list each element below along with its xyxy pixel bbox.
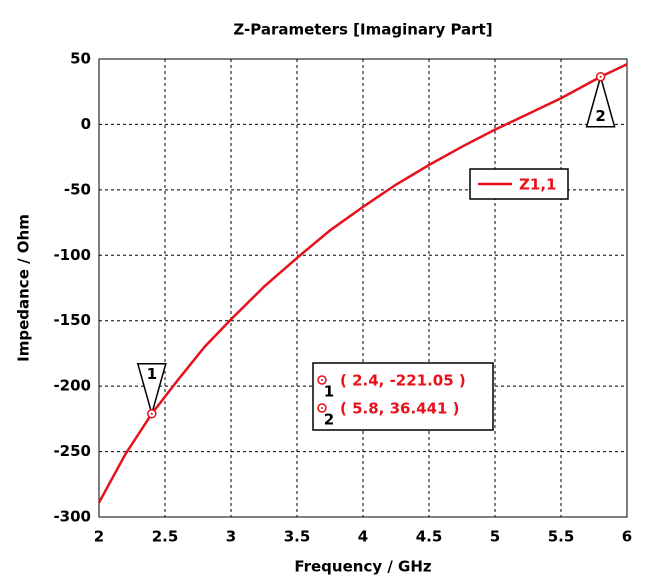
- y-tick-label: -300: [53, 508, 91, 526]
- x-axis-label: Frequency / GHz: [294, 558, 432, 576]
- marker-flag: [585, 73, 616, 128]
- marker-flag-label: 1: [147, 365, 157, 383]
- y-tick-label: -150: [53, 311, 91, 329]
- x-tick-label: 2.5: [152, 528, 179, 546]
- x-tick-label: 4: [358, 528, 368, 546]
- marker-flag: [136, 362, 167, 417]
- data-line: [97, 63, 628, 504]
- marker-flag-label: 2: [595, 107, 605, 125]
- marker-box: [312, 362, 494, 431]
- marker-icon-dot: [321, 379, 323, 381]
- y-tick-label: -250: [53, 442, 91, 460]
- x-tick-label: 5: [490, 528, 500, 546]
- y-axis-label: Impedance / Ohm: [15, 214, 33, 362]
- y-tick-label: -100: [53, 246, 91, 264]
- y-tick-label: 50: [70, 50, 91, 68]
- marker-readout: ( 2.4, -221.05 ): [340, 372, 466, 390]
- marker-point-dot: [599, 75, 602, 78]
- x-tick-label: 4.5: [416, 528, 443, 546]
- legend-label: Z1,1: [519, 176, 556, 194]
- y-tick-label: -200: [53, 377, 91, 395]
- x-tick-label: 3.5: [284, 528, 311, 546]
- legend-box: [469, 168, 569, 200]
- x-tick-label: 5.5: [548, 528, 575, 546]
- marker-icon-dot: [321, 407, 323, 409]
- marker-readout: ( 5.8, 36.441 ): [340, 400, 460, 418]
- chart-title: Z-Parameters [Imaginary Part]: [233, 21, 492, 39]
- y-tick-label: -50: [64, 180, 91, 198]
- marker-id: 1: [324, 383, 334, 401]
- plot-frame: [98, 58, 628, 518]
- x-tick-label: 6: [622, 528, 632, 546]
- x-tick-label: 3: [226, 528, 236, 546]
- y-tick-label: 0: [81, 115, 91, 133]
- x-tick-label: 2: [94, 528, 104, 546]
- marker-id: 2: [324, 411, 334, 429]
- marker-point-dot: [150, 412, 153, 415]
